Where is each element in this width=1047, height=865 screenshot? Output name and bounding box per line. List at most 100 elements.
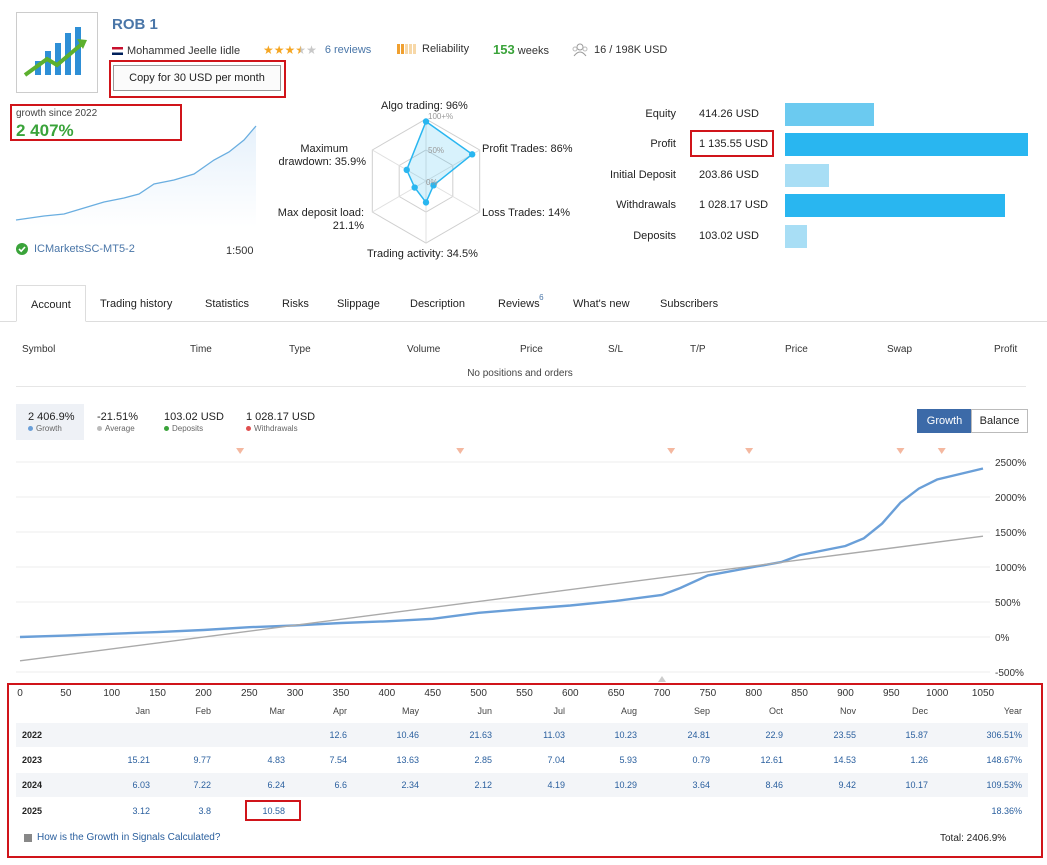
- summary-deposits-value: 103.02 USD: [164, 411, 224, 423]
- month-growth-cell[interactable]: 7.04: [547, 755, 565, 765]
- month-growth-cell[interactable]: 14.53: [833, 755, 856, 765]
- column-header: Price: [785, 344, 808, 355]
- growth-line: [19, 467, 984, 639]
- help-link[interactable]: How is the Growth in Signals Calculated?: [24, 832, 220, 843]
- total-growth: Total: 2406.9%: [940, 833, 1007, 844]
- column-header: S/L: [608, 344, 624, 355]
- month-growth-cell[interactable]: 10.23: [614, 730, 637, 740]
- stat-bar-withdrawals: [785, 194, 1005, 217]
- month-growth-cell[interactable]: 15.87: [905, 730, 928, 740]
- stat-value-profit: 1 135.55 USD: [699, 138, 769, 150]
- column-header: Price: [520, 344, 543, 355]
- tab-risks[interactable]: Risks: [282, 285, 309, 322]
- month-growth-cell[interactable]: 12.6: [329, 730, 347, 740]
- month-growth-cell[interactable]: 22.9: [765, 730, 783, 740]
- month-header: Nov: [839, 706, 856, 716]
- help-link-text[interactable]: How is the Growth in Signals Calculated?: [37, 832, 221, 843]
- month-growth-cell[interactable]: 10.46: [396, 730, 419, 740]
- tab-what-s-new[interactable]: What's new: [573, 285, 630, 322]
- x-tick-label: 950: [883, 688, 900, 699]
- reviews-link[interactable]: 6 reviews: [324, 44, 372, 56]
- radar-grid: [371, 118, 481, 244]
- month-growth-cell[interactable]: 3.64: [692, 780, 710, 790]
- signal-logo: [16, 12, 98, 93]
- month-growth-cell[interactable]: 306.51%: [986, 730, 1022, 740]
- radar-label-max-deposit-load-line2: 21.1%: [332, 220, 364, 232]
- month-growth-cell[interactable]: 2.85: [474, 755, 492, 765]
- month-growth-cell[interactable]: 13.63: [396, 755, 419, 765]
- withdrawal-marker: [937, 448, 946, 454]
- stat-value-initial-deposit: 203.86 USD: [699, 169, 759, 181]
- month-growth-cell[interactable]: 3.12: [132, 806, 150, 816]
- month-growth-cell[interactable]: 23.55: [833, 730, 856, 740]
- radar-polygon: [405, 120, 474, 204]
- withdrawal-marker: [236, 448, 245, 454]
- author-name[interactable]: Mohammed Jeelle Iidle: [127, 45, 241, 57]
- y-tick-label: -500%: [995, 668, 1024, 679]
- month-growth-cell[interactable]: 24.81: [687, 730, 710, 740]
- month-growth-cell[interactable]: 12.61: [760, 755, 783, 765]
- reliability[interactable]: Reliability: [397, 43, 469, 55]
- month-growth-cell[interactable]: 0.79: [692, 755, 710, 765]
- broker[interactable]: ICMarketsSC-MT5-2: [16, 243, 135, 255]
- x-axis-marker: [658, 676, 666, 682]
- copy-subscribe-button[interactable]: Copy for 30 USD per month: [113, 65, 281, 91]
- month-growth-cell[interactable]: 9.42: [838, 780, 856, 790]
- month-growth-cell[interactable]: 6.03: [132, 780, 150, 790]
- x-tick-label: 100: [103, 688, 120, 699]
- author[interactable]: Mohammed Jeelle Iidle: [112, 43, 240, 59]
- x-tick-label: 750: [700, 688, 717, 699]
- tab-description[interactable]: Description: [410, 285, 465, 322]
- month-growth-cell[interactable]: 7.54: [329, 755, 347, 765]
- month-growth-cell[interactable]: 21.63: [469, 730, 492, 740]
- month-growth-cell[interactable]: 2.34: [401, 780, 419, 790]
- highlight-box: [7, 683, 1043, 858]
- rating[interactable]: ★★★★★ 6 reviews: [263, 43, 371, 57]
- month-growth-cell[interactable]: 3.8: [198, 806, 211, 816]
- x-tick-label: 50: [60, 688, 72, 699]
- broker-name[interactable]: ICMarketsSC-MT5-2: [34, 243, 135, 255]
- balance-toggle-button[interactable]: Balance: [971, 409, 1028, 433]
- x-tick-label: 150: [149, 688, 166, 699]
- signal-title[interactable]: ROB 1: [112, 16, 158, 33]
- tab-subscribers[interactable]: Subscribers: [660, 285, 718, 322]
- summary-growth-value[interactable]: 2 406.9%: [28, 411, 75, 423]
- month-header: Jul: [553, 706, 565, 716]
- column-header: T/P: [690, 344, 706, 355]
- month-growth-cell[interactable]: 2.12: [474, 780, 492, 790]
- x-tick-label: 850: [791, 688, 808, 699]
- month-growth-cell[interactable]: 1.26: [910, 755, 928, 765]
- month-growth-cell[interactable]: 7.22: [193, 780, 211, 790]
- radar-point: [411, 184, 418, 191]
- highlight-box: [109, 60, 286, 98]
- withdrawal-marker: [456, 448, 465, 454]
- month-growth-cell[interactable]: 5.93: [619, 755, 637, 765]
- verified-shield-icon: [16, 243, 28, 255]
- tab-trading-history[interactable]: Trading history: [100, 285, 172, 322]
- month-growth-cell[interactable]: 11.03: [543, 730, 565, 740]
- month-growth-cell[interactable]: 15.21: [127, 755, 150, 765]
- month-growth-cell[interactable]: 10.29: [614, 780, 637, 790]
- column-header: Symbol: [22, 344, 56, 355]
- month-growth-cell[interactable]: 10.17: [905, 780, 928, 790]
- month-growth-cell[interactable]: 8.46: [765, 780, 783, 790]
- tab-account[interactable]: Account: [16, 285, 86, 322]
- month-growth-cell[interactable]: 4.19: [547, 780, 565, 790]
- x-tick-label: 350: [333, 688, 350, 699]
- month-growth-cell[interactable]: 148.67%: [986, 755, 1022, 765]
- month-growth-cell[interactable]: 9.77: [193, 755, 211, 765]
- growth-toggle-button[interactable]: Growth: [917, 409, 972, 433]
- month-growth-cell[interactable]: 109.53%: [986, 780, 1022, 790]
- radar-point: [403, 166, 410, 174]
- month-growth-cell[interactable]: 6.6: [334, 780, 347, 790]
- month-growth-cell[interactable]: 4.83: [267, 755, 285, 765]
- tab-statistics[interactable]: Statistics: [205, 285, 249, 322]
- month-growth-cell[interactable]: 10.58: [262, 806, 285, 816]
- star-empty-icon: ★: [306, 43, 317, 57]
- radar-points: [403, 118, 476, 206]
- table-row: [16, 773, 1028, 797]
- tab-slippage[interactable]: Slippage: [337, 285, 380, 322]
- month-growth-cell[interactable]: 6.24: [267, 780, 285, 790]
- tab-reviews[interactable]: Reviews 6: [498, 285, 544, 322]
- month-growth-cell[interactable]: 18.36%: [991, 806, 1022, 816]
